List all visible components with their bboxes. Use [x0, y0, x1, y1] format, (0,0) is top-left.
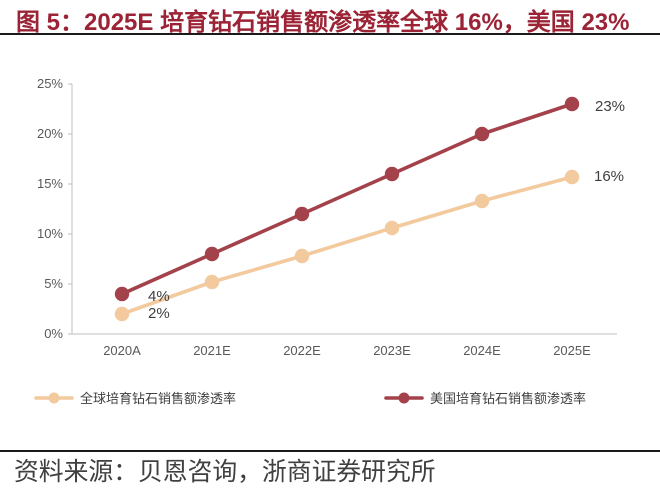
svg-text:2024E: 2024E — [463, 343, 501, 358]
svg-text:4%: 4% — [148, 288, 170, 305]
svg-text:23%: 23% — [595, 98, 625, 115]
svg-text:2021E: 2021E — [193, 343, 231, 358]
svg-text:10%: 10% — [37, 226, 63, 241]
svg-text:0%: 0% — [44, 326, 63, 341]
svg-text:15%: 15% — [37, 176, 63, 191]
svg-text:2025E: 2025E — [553, 343, 591, 358]
svg-text:5%: 5% — [44, 276, 63, 291]
svg-text:25%: 25% — [37, 76, 63, 91]
svg-text:2%: 2% — [148, 305, 170, 322]
svg-text:2020A: 2020A — [103, 343, 141, 358]
svg-text:2022E: 2022E — [283, 343, 321, 358]
svg-text:16%: 16% — [594, 168, 624, 185]
svg-text:2023E: 2023E — [373, 343, 411, 358]
svg-text:20%: 20% — [37, 126, 63, 141]
